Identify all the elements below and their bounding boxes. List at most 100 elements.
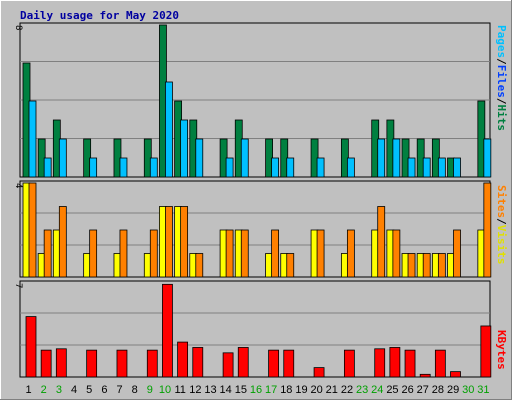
legend-item: Pages [495, 25, 508, 58]
bar-kbytes-day-28 [434, 349, 446, 378]
x-tick-label: 6 [101, 384, 107, 396]
bar-sites-day-12 [195, 253, 204, 278]
x-axis-labels: 1 2 3 4 5 6 7 8 9 10 11 12 13 14 15 16 17 18 19 20 21 22 23 24 2… [26, 384, 490, 396]
bar-files-day-17 [271, 157, 279, 178]
x-tick-label: 20 [311, 384, 323, 396]
bar-sites-day-25 [392, 229, 401, 278]
legend-item: / [495, 98, 508, 105]
bar-kbytes-day-14 [222, 352, 234, 378]
bar-files-day-5 [89, 157, 98, 178]
legend-item: / [495, 218, 508, 225]
legend-middle: Sites/Visits [495, 185, 508, 265]
x-tick-label: 24 [371, 384, 383, 396]
bar-sites-day-28 [437, 253, 446, 278]
bar-sites-day-5 [89, 229, 98, 278]
bar-kbytes-day-22 [343, 349, 355, 378]
bar-sites-day-29 [453, 229, 461, 278]
x-tick-label: 28 [432, 384, 444, 396]
bar-kbytes-day-26 [404, 349, 416, 378]
x-tick-label: 2 [41, 384, 47, 396]
bar-kbytes-day-29 [450, 371, 461, 378]
bar-kbytes-day-18 [283, 349, 295, 378]
x-tick-label: 27 [417, 384, 429, 396]
bar-kbytes-day-3 [55, 348, 67, 378]
bar-files-day-28 [437, 157, 446, 178]
bar-files-day-14 [225, 157, 234, 178]
bar-sites-day-2 [43, 229, 52, 278]
bar-files-day-12 [195, 138, 204, 178]
bar-kbytes-day-20 [313, 367, 325, 378]
bar-kbytes-day-12 [192, 347, 204, 378]
x-tick-label: 7 [116, 384, 122, 396]
x-tick-label: 13 [204, 384, 216, 396]
bar-files-day-15 [240, 138, 249, 178]
x-tick-label: 15 [235, 384, 247, 396]
bar-sites-day-26 [407, 253, 416, 278]
bar-kbytes-day-2 [40, 349, 52, 378]
bar-files-day-24 [377, 138, 386, 178]
bar-files-day-31 [483, 138, 492, 178]
bar-files-day-7 [119, 157, 128, 178]
bar-files-day-1 [28, 100, 37, 178]
x-tick-label: 5 [86, 384, 92, 396]
bar-kbytes-day-5 [86, 349, 98, 378]
panel-bottom: 7 [13, 280, 492, 378]
y-tick-label-middle: 4 [13, 183, 23, 188]
x-tick-label: 17 [265, 384, 277, 396]
bar-sites-day-20 [316, 229, 325, 278]
x-tick-label: 19 [295, 384, 307, 396]
bar-kbytes-day-15 [237, 347, 249, 378]
x-tick-label: 22 [341, 384, 353, 396]
x-tick-label: 29 [447, 384, 459, 396]
x-tick-label: 21 [326, 384, 338, 396]
legend-item: KBytes [495, 330, 508, 370]
bar-sites-day-22 [346, 229, 355, 278]
bar-sites-day-3 [58, 206, 67, 278]
x-tick-label: 18 [280, 384, 292, 396]
bar-kbytes-day-10 [162, 283, 173, 378]
bar-kbytes-day-27 [419, 373, 431, 378]
bar-sites-day-24 [377, 206, 386, 278]
legend-item: Hits [495, 105, 508, 132]
legend-item: Visits [495, 225, 508, 265]
x-tick-label: 4 [71, 384, 77, 396]
y-tick-label-top: 8 [13, 25, 23, 30]
bar-files-day-10 [165, 81, 173, 178]
bar-sites-day-18 [286, 253, 295, 278]
bar-files-day-26 [407, 157, 416, 178]
bar-sites-day-10 [165, 206, 173, 278]
x-tick-label: 26 [401, 384, 413, 396]
bar-sites-day-31 [483, 182, 492, 278]
bar-sites-day-14 [225, 229, 234, 278]
legend-item: Sites [495, 185, 508, 218]
bar-files-day-25 [392, 138, 401, 178]
bar-files-day-11 [180, 119, 189, 178]
x-tick-label: 25 [386, 384, 398, 396]
bar-kbytes-day-1 [25, 316, 37, 378]
bar-kbytes-day-11 [177, 341, 189, 378]
bar-sites-day-1 [28, 182, 37, 278]
legend-item: Files [495, 65, 508, 98]
x-tick-label: 10 [159, 384, 171, 396]
bar-files-day-29 [453, 157, 461, 178]
x-tick-label: 12 [189, 384, 201, 396]
x-tick-label: 9 [147, 384, 153, 396]
bar-sites-day-7 [119, 229, 128, 278]
bar-files-day-20 [316, 157, 325, 178]
x-tick-label: 14 [220, 384, 232, 396]
bar-sites-day-11 [180, 206, 189, 278]
bar-sites-day-27 [422, 253, 431, 278]
bar-files-day-22 [346, 157, 355, 178]
bar-sites-day-17 [271, 229, 279, 278]
bar-files-day-27 [422, 157, 431, 178]
bar-files-day-9 [149, 157, 158, 178]
bar-kbytes-day-9 [146, 349, 158, 378]
legend-item: / [495, 58, 508, 65]
x-tick-label: 1 [26, 384, 32, 396]
panel-middle: 4 [13, 180, 492, 278]
x-tick-label: 3 [56, 384, 62, 396]
chart-panels: 8 4 7 [13, 22, 492, 378]
x-tick-label: 31 [477, 384, 489, 396]
x-tick-label: 8 [132, 384, 138, 396]
